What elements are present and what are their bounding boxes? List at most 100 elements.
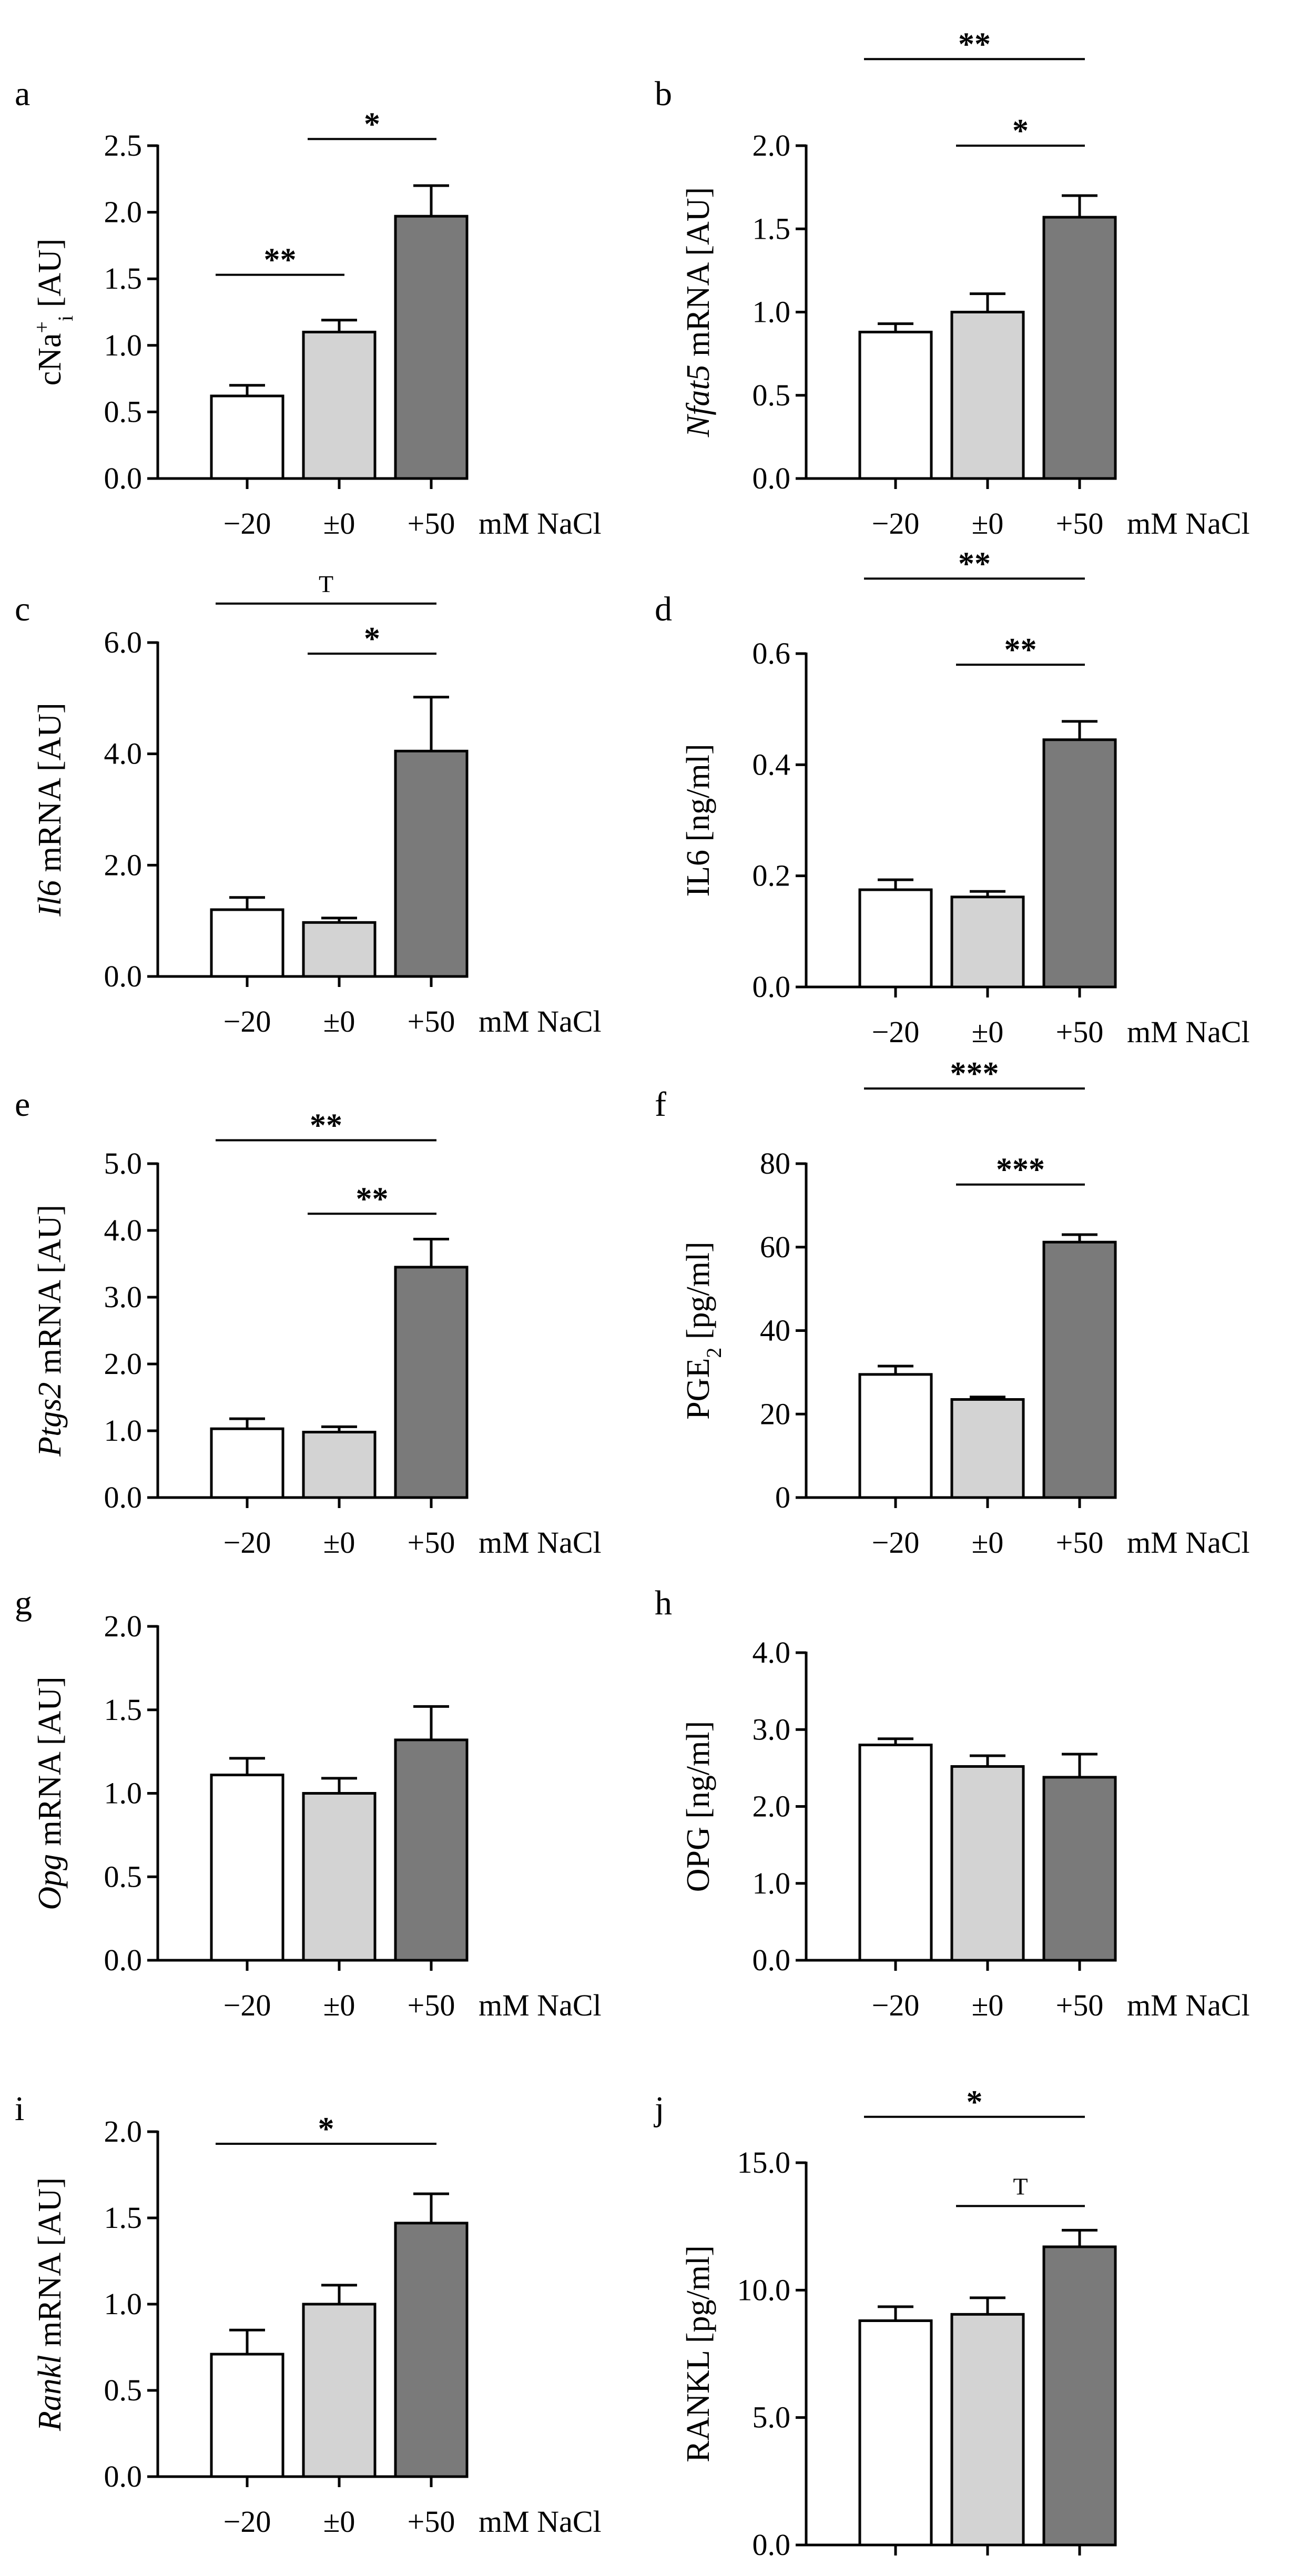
significance-label: ** [310, 1108, 342, 1144]
x-tick-label: ±0 [972, 506, 1004, 541]
bar [858, 1744, 933, 1962]
y-tick-label: 0.0 [104, 1943, 143, 1977]
y-tick-label: 2.0 [104, 2114, 143, 2149]
y-tick-label: 0.0 [753, 970, 791, 1004]
x-axis-label: mM NaCl [1127, 506, 1250, 541]
bar [858, 330, 933, 480]
x-axis-label: mM NaCl [1127, 1988, 1250, 2022]
significance-label: * [967, 2084, 983, 2120]
y-tick-label: 0.2 [753, 859, 791, 893]
panel-letter: j [654, 2090, 664, 2128]
x-axis-label: mM NaCl [479, 2504, 602, 2539]
x-tick-label: ±0 [972, 1988, 1004, 2022]
significance-label: ** [264, 242, 297, 278]
y-tick-label: 0.0 [104, 1480, 143, 1514]
y-axis-label: Rankl mRNA [AU] [32, 2177, 68, 2431]
y-tick-label: 1.0 [104, 2287, 143, 2321]
y-tick-label: 40 [760, 1314, 790, 1348]
panel-g: g 0.0 0.5 1.0 1.5 2.0 −20 ±0 +50 mM NaCl Opg mRNA … [15, 1584, 602, 2022]
bar [858, 888, 933, 989]
x-tick-label: +50 [408, 1004, 455, 1038]
y-tick-label: 3.0 [753, 1712, 791, 1746]
bar [1042, 1776, 1117, 1962]
bar [1042, 738, 1117, 989]
y-axis-label: Nfat5 mRNA [AU] [680, 187, 716, 437]
y-tick-label: 0.0 [104, 959, 143, 993]
panel-d: d 0.0 0.2 0.4 0.6 −20 ±0 +50 mM NaCl IL6 [ng/ml] *… [655, 546, 1250, 1049]
significance-label: T [1013, 2173, 1028, 2200]
panel-c: c 0.0 2.0 4.0 6.0 −20 ±0 +50 mM NaCl Il6 mRNA [AU… [15, 571, 602, 1038]
bar [394, 749, 469, 978]
panel-letter: c [15, 590, 30, 628]
x-axis-label: mM NaCl [479, 1525, 602, 1560]
significance-label: *** [950, 1056, 999, 1092]
y-tick-label: 15.0 [737, 2145, 791, 2180]
x-tick-label: +50 [1056, 1988, 1104, 2022]
x-axis-label: mM NaCl [1127, 1525, 1250, 1560]
bar [1042, 2245, 1117, 2547]
x-tick-label: ±0 [972, 1015, 1004, 1049]
y-tick-label: 0 [775, 1480, 790, 1514]
bar [394, 1738, 469, 1962]
y-tick-label: 4.0 [104, 737, 143, 771]
x-tick-label: ±0 [323, 2504, 355, 2539]
y-tick-label: 0.4 [753, 747, 791, 781]
significance-label: * [364, 621, 380, 657]
panel-b: b 0.0 0.5 1.0 1.5 2.0 −20 ±0 +50 mM NaCl Nfat5 mRN… [655, 26, 1250, 541]
y-tick-label: 0.0 [753, 461, 791, 495]
bar [210, 1774, 284, 1962]
y-tick-label: 1.0 [104, 1776, 143, 1810]
bar [394, 2222, 469, 2478]
y-tick-label: 3.0 [104, 1280, 143, 1314]
panel-letter: b [655, 75, 672, 113]
y-tick-label: 0.0 [104, 2459, 143, 2493]
x-axis-label: mM NaCl [479, 506, 602, 541]
x-axis-label: mM NaCl [1127, 2573, 1250, 2576]
x-tick-label: −20 [872, 1525, 920, 1560]
y-tick-label: 0.0 [104, 461, 143, 495]
x-tick-label: −20 [223, 1004, 271, 1038]
y-tick-label: 2.5 [104, 128, 143, 162]
x-tick-label: ±0 [972, 2573, 1004, 2576]
significance-label: * [1012, 113, 1029, 149]
bar [950, 311, 1025, 480]
panel-j: j 0.0 5.0 10.0 15.0 −20 ±0 +50 mM NaCl RANKL [pg/… [654, 2084, 1250, 2576]
panel-letter: f [655, 1085, 666, 1124]
y-tick-label: 0.5 [104, 2373, 143, 2407]
y-tick-label: 20 [760, 1397, 790, 1431]
y-tick-label: 1.5 [753, 211, 791, 246]
x-tick-label: −20 [223, 2504, 271, 2539]
x-tick-label: −20 [872, 506, 920, 541]
y-tick-label: 1.5 [104, 1693, 143, 1727]
x-tick-label: +50 [1056, 2573, 1104, 2576]
y-axis-label: RANKL [pg/ml] [680, 2245, 716, 2462]
bar [858, 2319, 933, 2547]
y-tick-label: 60 [760, 1230, 790, 1264]
x-axis-label: mM NaCl [479, 1988, 602, 2022]
x-tick-label: −20 [223, 1988, 271, 2022]
y-tick-label: 1.0 [753, 295, 791, 329]
x-tick-label: +50 [408, 1525, 455, 1560]
x-tick-label: −20 [223, 506, 271, 541]
bar [394, 215, 469, 480]
y-axis-label: Ptgs2 mRNA [AU] [32, 1205, 68, 1457]
bar [950, 895, 1025, 989]
y-tick-label: 1.5 [104, 261, 143, 296]
bar [210, 394, 284, 480]
panel-letter: d [655, 590, 672, 628]
y-tick-label: 2.0 [753, 1789, 791, 1824]
bar [302, 1792, 377, 1962]
panel-i: i 0.0 0.5 1.0 1.5 2.0 −20 ±0 +50 mM NaCl Rankl mRN… [15, 2090, 602, 2539]
y-tick-label: 0.5 [753, 378, 791, 412]
y-axis-label: IL6 [ng/ml] [680, 744, 716, 897]
x-tick-label: +50 [408, 506, 455, 541]
x-tick-label: +50 [408, 2504, 455, 2539]
panel-letter: i [15, 2090, 24, 2128]
y-tick-label: 0.0 [753, 2528, 791, 2562]
x-axis-label: mM NaCl [479, 1004, 602, 1038]
x-tick-label: −20 [872, 1988, 920, 2022]
bar [394, 1266, 469, 1499]
x-tick-label: ±0 [323, 1004, 355, 1038]
bar [302, 330, 377, 480]
